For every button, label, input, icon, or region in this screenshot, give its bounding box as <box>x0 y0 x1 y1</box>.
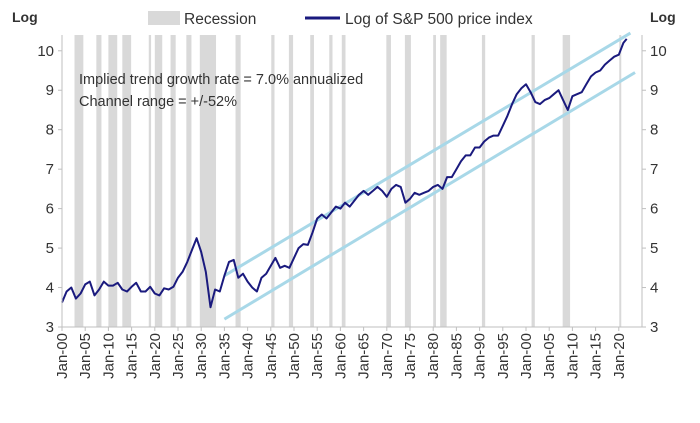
x-tick-label: Jan-00 <box>518 333 535 379</box>
x-tick-label: Jan-25 <box>170 333 187 379</box>
legend-series-label: Log of S&P 500 price index <box>345 11 533 28</box>
x-tick-label: Jan-20 <box>147 333 164 379</box>
recession-band <box>288 35 294 327</box>
y-tick-label-right: 5 <box>650 240 658 257</box>
recession-band <box>531 35 535 327</box>
x-tick-label: Jan-60 <box>332 333 349 379</box>
recession-band <box>341 35 346 327</box>
recession-band <box>96 35 102 327</box>
y-tick-label-left: 10 <box>37 43 54 60</box>
x-tick-label: Jan-15 <box>588 333 605 379</box>
recession-band <box>386 35 391 327</box>
x-tick-label: Jan-05 <box>77 333 94 379</box>
legend-recession-label: Recession <box>184 11 256 28</box>
x-tick-label: Jan-30 <box>193 333 210 379</box>
recession-band <box>404 35 411 327</box>
recession-band <box>310 35 314 327</box>
annotation-text: Implied trend growth rate = 7.0% annuali… <box>79 72 363 88</box>
series-layer <box>61 38 628 309</box>
y-tick-label-right: 7 <box>650 161 658 178</box>
x-tick-label: Jan-80 <box>425 333 442 379</box>
x-tick-label: Jan-90 <box>472 333 489 379</box>
y-tick-label-right: 9 <box>650 82 658 99</box>
x-tick-label: Jan-45 <box>263 333 280 379</box>
left-axis-label: Log <box>12 9 38 25</box>
recession-bands <box>74 35 622 327</box>
recession-band <box>74 35 84 327</box>
y-tick-label-right: 6 <box>650 201 658 218</box>
recession-band <box>433 35 436 327</box>
y-tick-label-left: 7 <box>46 161 54 178</box>
y-tick-label-right: 8 <box>650 122 658 139</box>
annotation-text: Channel range = +/-52% <box>79 94 237 110</box>
x-tick-label: Jan-20 <box>611 333 628 379</box>
x-tick-label: Jan-55 <box>309 333 326 379</box>
legend-recession-swatch <box>148 11 180 25</box>
legend: Recession Log of S&P 500 price index <box>148 11 533 28</box>
x-tick-label: Jan-15 <box>124 333 141 379</box>
recession-band <box>329 35 333 327</box>
y-tick-label-left: 9 <box>46 82 54 99</box>
sp500-series-line <box>61 38 628 309</box>
x-tick-label: Jan-65 <box>356 333 373 379</box>
recession-band <box>481 35 486 327</box>
channel-lower-line <box>223 71 636 321</box>
x-tick-label: Jan-00 <box>54 333 71 379</box>
x-tick-label: Jan-05 <box>541 333 558 379</box>
recession-band <box>199 35 217 327</box>
x-tick-label: Jan-50 <box>286 333 303 379</box>
recession-band <box>122 35 132 327</box>
y-tick-label-left: 5 <box>46 240 54 257</box>
x-tick-label: Jan-75 <box>402 333 419 379</box>
x-tick-label: Jan-40 <box>240 333 257 379</box>
recession-band <box>186 35 192 327</box>
recession-band <box>271 35 275 327</box>
x-tick-label: Jan-10 <box>100 333 117 379</box>
recession-band <box>440 35 447 327</box>
x-tick-label: Jan-35 <box>216 333 233 379</box>
x-tick-label: Jan-70 <box>379 333 396 379</box>
y-tick-label-left: 3 <box>46 319 54 336</box>
x-tick-label: Jan-10 <box>564 333 581 379</box>
recession-band <box>148 35 152 327</box>
y-tick-label-left: 8 <box>46 122 54 139</box>
y-tick-label-left: 6 <box>46 201 54 218</box>
right-axis-label: Log <box>650 9 676 25</box>
annotations: Implied trend growth rate = 7.0% annuali… <box>79 72 363 110</box>
y-tick-label-right: 3 <box>650 319 658 336</box>
axes: 3 3 4 4 5 5 6 6 7 7 8 8 9 9 10 10 Log Log Jan-00 Jan-05 Jan-… <box>12 9 676 379</box>
y-tick-label-right: 10 <box>650 43 667 60</box>
y-tick-label-left: 4 <box>46 280 54 297</box>
recession-band <box>154 35 163 327</box>
x-tick-label: Jan-95 <box>495 333 512 379</box>
recession-band <box>170 35 176 327</box>
recession-band <box>562 35 571 327</box>
y-tick-label-right: 4 <box>650 280 658 297</box>
recession-band <box>108 35 118 327</box>
trend-channel <box>223 31 636 321</box>
recession-band <box>235 35 241 327</box>
x-tick-label: Jan-85 <box>448 333 465 379</box>
recession-band <box>619 35 622 327</box>
channel-upper-line <box>223 31 632 277</box>
